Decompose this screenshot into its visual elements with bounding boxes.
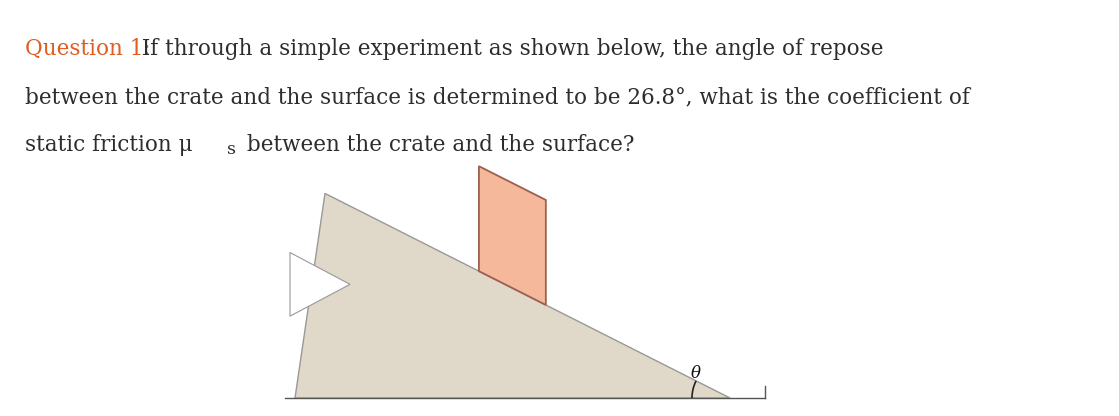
- Polygon shape: [479, 166, 546, 305]
- Text: Question 1:: Question 1:: [25, 38, 151, 60]
- Text: static friction μ: static friction μ: [25, 134, 192, 156]
- Text: between the crate and the surface?: between the crate and the surface?: [239, 134, 634, 156]
- Text: between the crate and the surface is determined to be 26.8°, what is the coeffic: between the crate and the surface is det…: [25, 86, 970, 108]
- Polygon shape: [295, 193, 730, 398]
- Text: θ: θ: [690, 365, 700, 382]
- Text: If through a simple experiment as shown below, the angle of repose: If through a simple experiment as shown …: [135, 38, 884, 60]
- Polygon shape: [290, 253, 350, 316]
- Text: s: s: [227, 141, 236, 158]
